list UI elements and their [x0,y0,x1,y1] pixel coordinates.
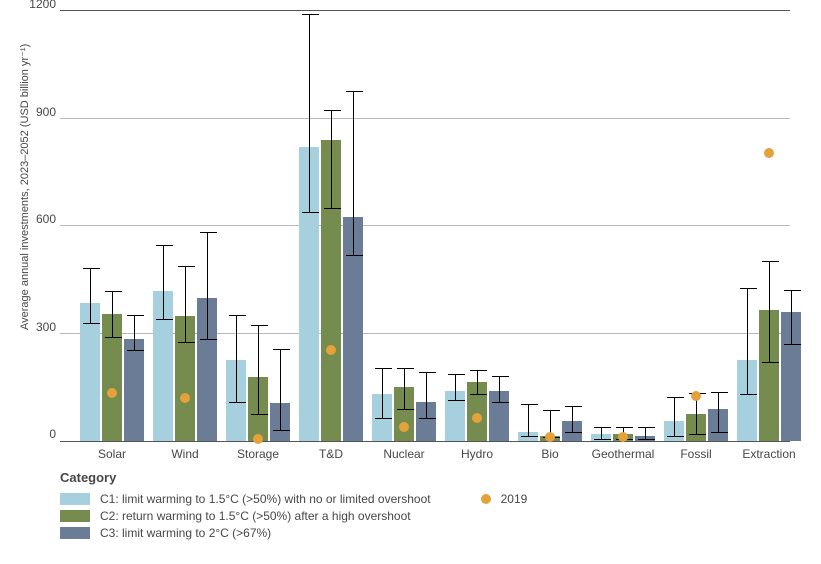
y-tick-label: 300 [10,320,56,334]
marker-dot [764,148,774,158]
errorbar [353,92,354,255]
errorbar [331,111,332,208]
errorbar [236,316,237,402]
bar-solar-c3 [124,339,144,441]
x-tick-label: Wind [171,447,198,461]
y-axis-title: Average annual investments, 2023–2052 (U… [18,30,31,330]
x-tick-label: Extraction [742,447,795,461]
x-tick-label: Bio [541,447,558,461]
errorbar [791,291,792,345]
marker-dot [253,434,263,444]
legend: Category C1: limit warming to 1.5°C (>50… [60,470,527,543]
y-tick-label: 0 [10,427,56,441]
errorbar [601,428,602,439]
legend-row-c1: C1: limit warming to 1.5°C (>50%) with n… [60,492,431,506]
legend-label: C3: limit warming to 2°C (>67%) [100,526,271,540]
errorbar [528,405,529,435]
grid-line [60,118,790,119]
legend-marker-col: 2019 [481,489,528,509]
legend-row-c2: C2: return warming to 1.5°C (>50%) after… [60,509,431,523]
chart-plot-area: 03006009001200SolarWindStorageT&DNuclear… [60,10,790,442]
marker-dot [326,345,336,355]
errorbar [477,371,478,394]
legend-marker-row: 2019 [481,492,528,506]
x-tick-label: Storage [237,447,279,461]
legend-swatch-icon [60,527,90,539]
errorbar [404,369,405,408]
errorbar [769,262,770,362]
errorbar [747,289,748,395]
y-tick-label: 1200 [10,0,56,11]
errorbar [134,316,135,350]
y-tick-label: 600 [10,212,56,226]
marker-dot [691,391,701,401]
marker-dot [472,413,482,423]
marker-dot [180,393,190,403]
errorbar [674,398,675,436]
x-tick-label: Fossil [680,447,711,461]
marker-dot [399,422,409,432]
legend-label: C1: limit warming to 1.5°C (>50%) with n… [100,492,431,506]
marker-dot [107,388,117,398]
errorbar [455,375,456,400]
legend-series-col: C1: limit warming to 1.5°C (>50%) with n… [60,489,431,543]
legend-marker-label: 2019 [501,492,528,506]
errorbar [185,267,186,342]
errorbar [645,428,646,439]
x-tick-label: Hydro [461,447,493,461]
errorbar [163,246,164,319]
errorbar [207,233,208,339]
legend-marker-icon [481,494,491,504]
errorbar [426,373,427,418]
errorbar [258,326,259,414]
legend-row-c3: C3: limit warming to 2°C (>67%) [60,526,431,540]
legend-swatch-icon [60,510,90,522]
legend-label: C2: return warming to 1.5°C (>50%) after… [100,509,411,523]
errorbar [90,269,91,323]
errorbar [112,292,113,337]
errorbar [718,393,719,432]
y-tick-label: 900 [10,105,56,119]
grid-line [60,225,790,226]
x-tick-label: T&D [319,447,343,461]
x-tick-label: Nuclear [383,447,424,461]
errorbar [572,407,573,432]
x-tick-label: Solar [98,447,126,461]
errorbar [309,15,310,212]
legend-title: Category [60,470,527,485]
legend-swatch-icon [60,493,90,505]
errorbar [499,377,500,402]
x-tick-label: Geothermal [592,447,655,461]
errorbar [382,369,383,417]
errorbar [280,350,281,431]
chart-wrapper: Average annual investments, 2023–2052 (U… [0,0,821,564]
